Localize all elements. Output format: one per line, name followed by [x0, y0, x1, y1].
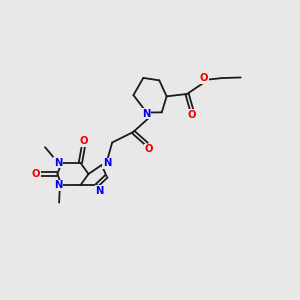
Text: O: O: [79, 136, 88, 146]
Text: N: N: [103, 158, 111, 169]
Text: O: O: [188, 110, 197, 120]
Text: N: N: [95, 186, 103, 196]
Text: O: O: [32, 169, 40, 179]
Text: N: N: [54, 180, 62, 190]
Text: O: O: [200, 74, 208, 83]
Text: N: N: [142, 109, 151, 119]
Text: N: N: [54, 158, 62, 168]
Text: O: O: [145, 144, 153, 154]
